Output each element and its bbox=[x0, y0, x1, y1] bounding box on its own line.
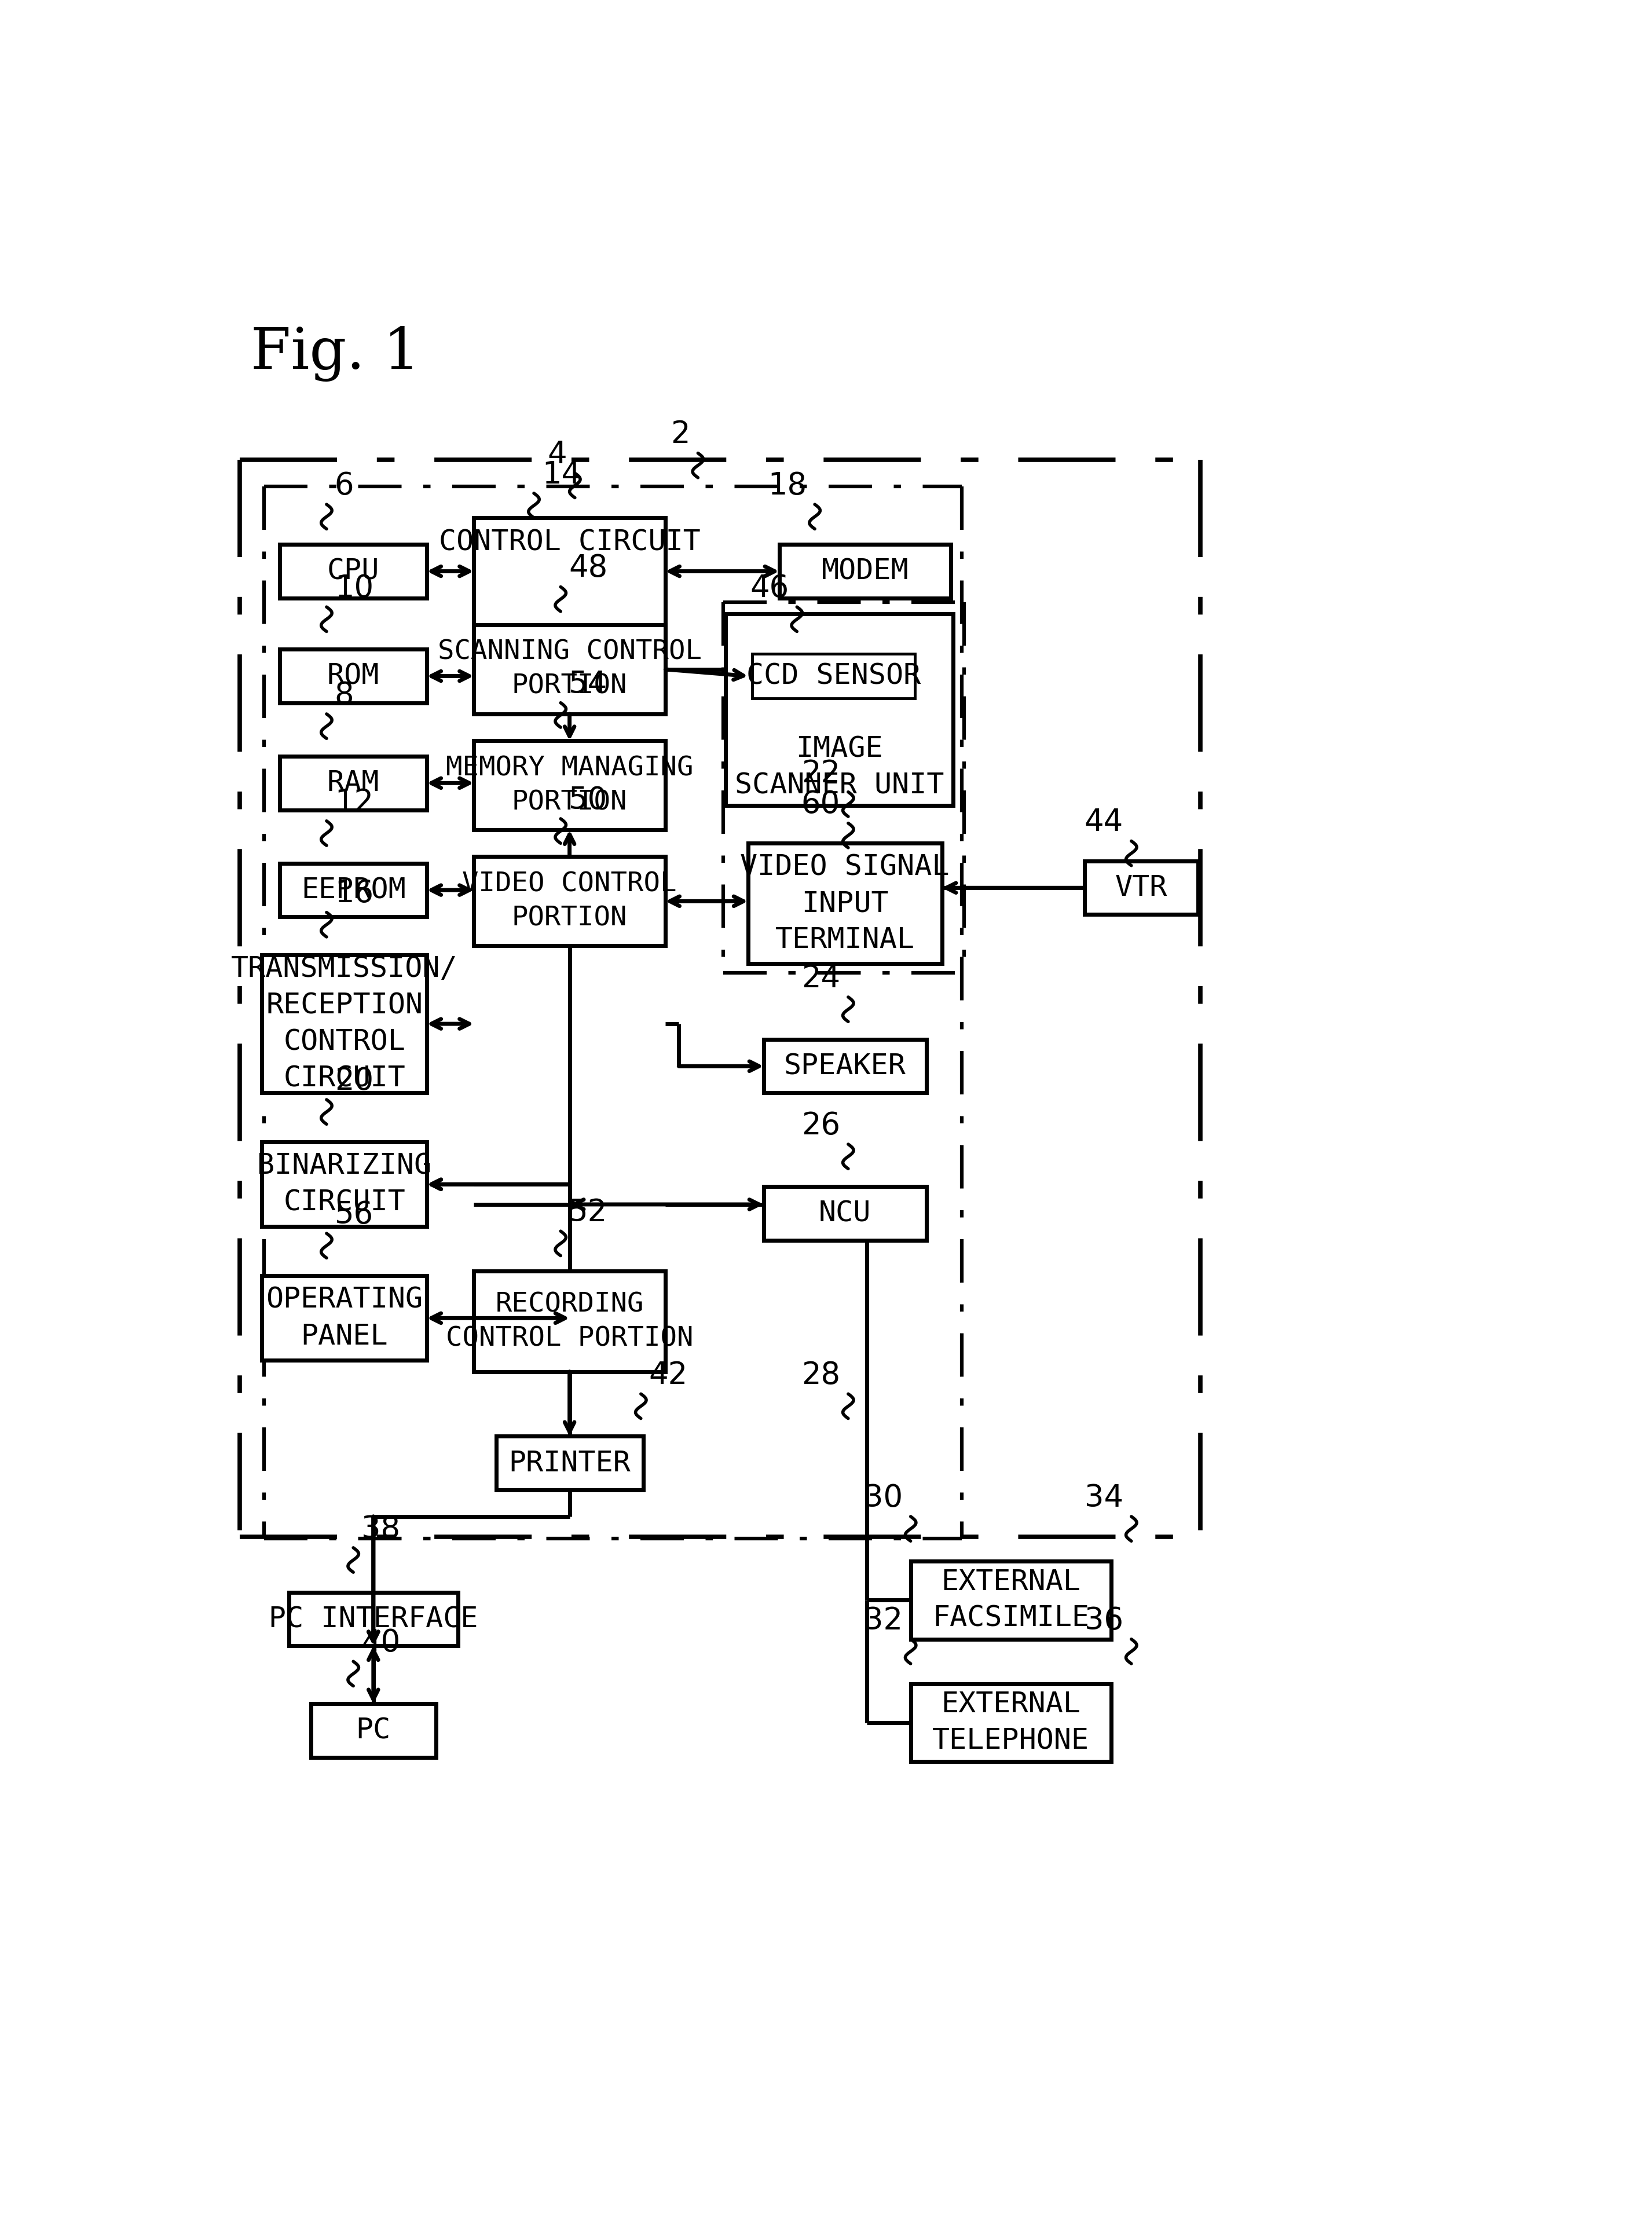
Bar bbox=[289, 1593, 458, 1646]
Text: 34: 34 bbox=[1084, 1483, 1123, 1512]
Text: 42: 42 bbox=[649, 1361, 687, 1390]
Text: SCANNING CONTROL
PORTION: SCANNING CONTROL PORTION bbox=[438, 639, 702, 699]
Text: 44: 44 bbox=[1084, 806, 1123, 838]
Text: PC INTERFACE: PC INTERFACE bbox=[269, 1606, 477, 1633]
Text: RAM: RAM bbox=[327, 768, 380, 798]
Text: EXTERNAL
FACSIMILE: EXTERNAL FACSIMILE bbox=[932, 1568, 1089, 1633]
Text: OPERATING
PANEL: OPERATING PANEL bbox=[266, 1287, 423, 1349]
Text: 46: 46 bbox=[750, 574, 790, 603]
Text: 16: 16 bbox=[335, 878, 373, 909]
Text: VIDEO SIGNAL
INPUT
TERMINAL: VIDEO SIGNAL INPUT TERMINAL bbox=[740, 853, 950, 954]
Bar bbox=[474, 856, 666, 945]
Bar bbox=[910, 1562, 1112, 1640]
Bar bbox=[725, 614, 953, 806]
Text: 2: 2 bbox=[671, 420, 691, 449]
Bar bbox=[1084, 860, 1198, 914]
Bar bbox=[279, 757, 426, 809]
Text: EEPROM: EEPROM bbox=[301, 876, 406, 905]
Text: IMAGE
SCANNER UNIT: IMAGE SCANNER UNIT bbox=[735, 735, 943, 800]
Bar bbox=[496, 1436, 643, 1490]
Text: MEMORY MANAGING
PORTION: MEMORY MANAGING PORTION bbox=[446, 755, 694, 815]
Bar bbox=[279, 545, 426, 599]
Bar bbox=[279, 862, 426, 916]
Bar bbox=[748, 842, 942, 963]
Text: VTR: VTR bbox=[1115, 873, 1168, 903]
Bar bbox=[474, 518, 666, 710]
Text: 24: 24 bbox=[801, 963, 841, 994]
Text: PC: PC bbox=[355, 1716, 392, 1745]
Bar bbox=[763, 1186, 927, 1240]
Text: PRINTER: PRINTER bbox=[509, 1450, 631, 1477]
Text: 4: 4 bbox=[547, 440, 567, 469]
Text: TRANSMISSION/
RECEPTION
CONTROL
CIRCUIT: TRANSMISSION/ RECEPTION CONTROL CIRCUIT bbox=[231, 956, 458, 1092]
Text: Fig. 1: Fig. 1 bbox=[251, 326, 420, 382]
Text: 36: 36 bbox=[1084, 1606, 1123, 1635]
Text: 52: 52 bbox=[568, 1197, 608, 1229]
Text: 20: 20 bbox=[335, 1066, 373, 1097]
Bar bbox=[752, 655, 915, 699]
Text: 6: 6 bbox=[335, 471, 354, 500]
Bar bbox=[263, 1276, 426, 1361]
Text: 60: 60 bbox=[801, 789, 841, 820]
Text: 30: 30 bbox=[864, 1483, 902, 1512]
Bar bbox=[780, 545, 952, 599]
Text: MODEM: MODEM bbox=[821, 556, 909, 585]
Text: 48: 48 bbox=[568, 554, 608, 583]
Text: 12: 12 bbox=[335, 786, 373, 818]
Text: 8: 8 bbox=[335, 681, 354, 710]
Text: BINARIZING
CIRCUIT: BINARIZING CIRCUIT bbox=[258, 1153, 431, 1218]
Text: CPU: CPU bbox=[327, 556, 380, 585]
Text: 32: 32 bbox=[864, 1606, 902, 1635]
Bar bbox=[474, 1271, 666, 1372]
Text: RECORDING
CONTROL PORTION: RECORDING CONTROL PORTION bbox=[446, 1291, 694, 1352]
Text: SPEAKER: SPEAKER bbox=[783, 1052, 905, 1079]
Bar bbox=[474, 742, 666, 829]
Text: 22: 22 bbox=[801, 757, 841, 789]
Bar bbox=[263, 954, 426, 1092]
Text: ROM: ROM bbox=[327, 661, 380, 690]
Text: CONTROL CIRCUIT: CONTROL CIRCUIT bbox=[439, 529, 700, 556]
Bar bbox=[763, 1039, 927, 1092]
Text: 26: 26 bbox=[801, 1110, 841, 1142]
Text: VIDEO CONTROL
PORTION: VIDEO CONTROL PORTION bbox=[463, 871, 677, 932]
Text: CCD SENSOR: CCD SENSOR bbox=[747, 661, 920, 690]
Bar bbox=[263, 1142, 426, 1226]
Text: 54: 54 bbox=[568, 670, 608, 699]
Text: 18: 18 bbox=[768, 471, 806, 500]
Text: EXTERNAL
TELEPHONE: EXTERNAL TELEPHONE bbox=[932, 1691, 1089, 1756]
Bar bbox=[474, 626, 666, 715]
Bar bbox=[311, 1705, 436, 1758]
Text: NCU: NCU bbox=[819, 1200, 871, 1226]
Text: 28: 28 bbox=[801, 1361, 841, 1390]
Bar bbox=[910, 1684, 1112, 1763]
Text: 56: 56 bbox=[335, 1200, 373, 1231]
Bar bbox=[279, 650, 426, 704]
Text: 38: 38 bbox=[362, 1515, 400, 1544]
Bar bbox=[748, 650, 920, 704]
Text: 10: 10 bbox=[335, 574, 373, 603]
Text: 40: 40 bbox=[362, 1629, 400, 1658]
Text: 50: 50 bbox=[568, 784, 608, 815]
Text: 14: 14 bbox=[542, 460, 582, 489]
